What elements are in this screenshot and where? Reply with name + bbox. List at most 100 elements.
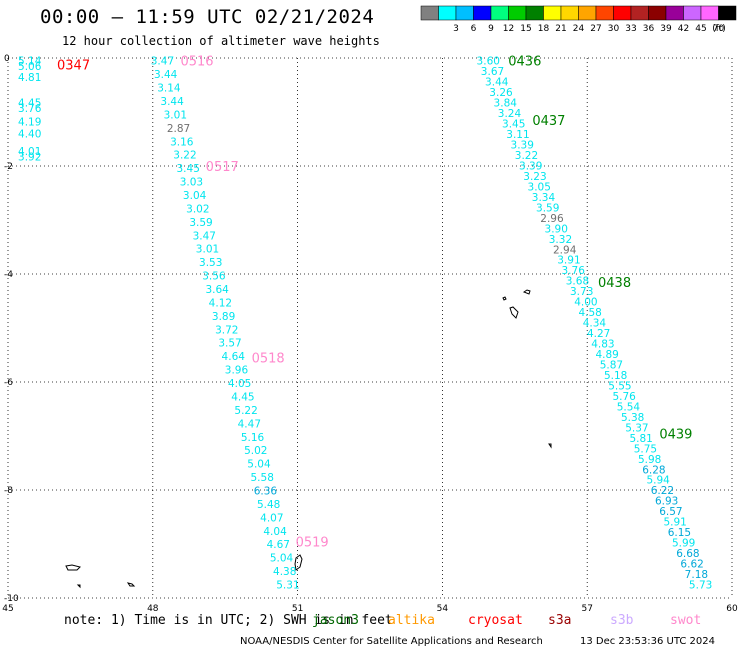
wave-height-value: 4.64 bbox=[222, 351, 246, 363]
wave-height-value: 4.58 bbox=[578, 307, 601, 319]
legend-swatch bbox=[508, 5, 527, 21]
track-c: 3.603.673.443.263.843.243.453.113.393.22… bbox=[477, 55, 713, 592]
wave-height-value: 3.23 bbox=[523, 171, 546, 183]
page-subtitle: 12 hour collection of altimeter wave hei… bbox=[62, 34, 380, 48]
wave-height-value: 3.45 bbox=[502, 119, 525, 131]
wave-height-value: 3.73 bbox=[570, 286, 593, 298]
legend-tick-label: 12 bbox=[503, 24, 514, 34]
legend-tick-label: 15 bbox=[520, 24, 531, 34]
wave-height-value: 5.06 bbox=[18, 61, 42, 73]
wave-height-value: 2.96 bbox=[540, 213, 564, 225]
wave-height-value: 4.01 bbox=[18, 146, 41, 158]
wave-height-value: 5.02 bbox=[244, 445, 267, 457]
wave-height-value: 2.87 bbox=[167, 123, 190, 135]
island-outline bbox=[522, 289, 531, 295]
wave-height-value: 3.44 bbox=[154, 69, 178, 81]
wave-height-value: 3.16 bbox=[170, 136, 194, 148]
satellite-label-s3a: s3a bbox=[548, 613, 572, 628]
legend-tick-label: 18 bbox=[538, 24, 550, 34]
wave-height-value: 3.44 bbox=[485, 77, 509, 89]
wave-height-value: 3.53 bbox=[199, 257, 222, 269]
wave-height-value: 3.47 bbox=[151, 56, 174, 68]
island-outline bbox=[76, 584, 81, 589]
wave-height-value: 5.31 bbox=[276, 580, 299, 592]
legend-swatch bbox=[455, 5, 474, 21]
legend-swatch bbox=[683, 5, 702, 21]
wave-height-value: 5.54 bbox=[617, 401, 641, 413]
island-outline bbox=[126, 582, 136, 587]
wave-height-value: 5.98 bbox=[638, 454, 661, 466]
wave-height-value: 5.14 bbox=[18, 56, 42, 68]
map-grid bbox=[7, 57, 733, 599]
pass-time-label: 0517 bbox=[206, 160, 239, 175]
wave-height-value: 2.94 bbox=[553, 244, 577, 256]
legend-swatch bbox=[595, 5, 614, 21]
legend-swatch bbox=[578, 5, 597, 21]
wave-height-value: 5.37 bbox=[625, 422, 648, 434]
agency-credit: NOAA/NESDIS Center for Satellite Applica… bbox=[240, 636, 543, 647]
wave-height-value: 3.76 bbox=[18, 103, 42, 115]
track-a: 5.145.064.81 4.453.76 4.194.40 4.013.92 0347 bbox=[18, 56, 90, 164]
wave-height-value: 3.24 bbox=[498, 108, 522, 120]
island-outline bbox=[502, 296, 507, 301]
wave-height-value: 4.19 bbox=[18, 117, 41, 129]
island-outline bbox=[65, 564, 81, 571]
satellite-label-swot: swot bbox=[670, 613, 702, 628]
wave-height-value: 4.27 bbox=[587, 328, 610, 340]
wave-height-value: 5.04 bbox=[270, 553, 294, 565]
pass-time-label: 0518 bbox=[252, 352, 285, 367]
island-outline bbox=[548, 443, 552, 449]
wave-height-value: 3.22 bbox=[515, 150, 538, 162]
longitude-tick-label: 48 bbox=[147, 604, 159, 614]
pass-time-label: 0347 bbox=[57, 59, 90, 74]
wave-height-value: 5.99 bbox=[672, 538, 695, 550]
wave-height-value: 3.84 bbox=[494, 98, 518, 110]
track-b: 3.473.443.143.443.012.873.163.223.453.03… bbox=[151, 55, 329, 592]
satellite-label-s3b: s3b bbox=[610, 613, 634, 628]
wave-height-value: 3.96 bbox=[225, 365, 249, 377]
wave-height-value: 4.81 bbox=[18, 72, 41, 84]
legend-tick-label: 21 bbox=[555, 24, 566, 34]
satellite-label-cryosat: cryosat bbox=[468, 613, 523, 628]
color-scale-legend: 3 6 9 12 15 18 21 24 27 30 33 36 39 42 45 70(ft) bbox=[420, 5, 737, 34]
wave-height-value: 4.45 bbox=[18, 97, 41, 109]
wave-height-value: 6.28 bbox=[642, 464, 665, 476]
wave-height-value: 3.76 bbox=[562, 265, 586, 277]
wave-height-value: 3.22 bbox=[173, 150, 196, 162]
legend-swatch bbox=[560, 5, 579, 21]
wave-height-value: 5.73 bbox=[689, 580, 712, 592]
wave-height-value: 3.01 bbox=[164, 109, 187, 121]
wave-height-value: 3.64 bbox=[205, 284, 229, 296]
wave-height-value: 4.38 bbox=[273, 566, 296, 578]
legend-swatch bbox=[420, 5, 439, 21]
wave-height-value: 4.83 bbox=[591, 339, 614, 351]
satellite-label-altika: altika bbox=[388, 613, 435, 628]
wave-height-value: 5.76 bbox=[612, 391, 636, 403]
wave-height-value: 3.90 bbox=[545, 223, 568, 235]
wave-height-value: 5.58 bbox=[251, 472, 274, 484]
wave-height-value: 6.36 bbox=[254, 485, 278, 497]
latitude-tick-label: -6 bbox=[4, 378, 13, 388]
wave-height-value: 3.57 bbox=[218, 338, 241, 350]
pass-time-label: 0436 bbox=[508, 55, 541, 70]
legend-swatch bbox=[525, 5, 544, 21]
legend-swatch bbox=[473, 5, 492, 21]
legend-swatch bbox=[648, 5, 667, 21]
wave-height-value: 4.12 bbox=[209, 297, 232, 309]
wave-height-value: 3.04 bbox=[183, 190, 207, 202]
wave-height-value: 5.81 bbox=[629, 433, 652, 445]
wave-height-value: 4.05 bbox=[228, 378, 251, 390]
wave-height-value: 5.22 bbox=[234, 405, 257, 417]
legend-tick-label: 3 bbox=[453, 24, 459, 34]
wave-height-value: 3.68 bbox=[566, 276, 589, 288]
land-outlines bbox=[65, 289, 552, 589]
wave-height-value: 3.14 bbox=[157, 83, 181, 95]
legend-tick-label: 45 bbox=[695, 24, 706, 34]
longitude-tick-label: 54 bbox=[437, 604, 449, 614]
wave-height-value: 4.00 bbox=[574, 297, 597, 309]
wave-height-value: 6.62 bbox=[680, 559, 703, 571]
island-outline bbox=[294, 554, 303, 571]
wave-height-value: 6.22 bbox=[651, 485, 674, 497]
latitude-tick-label: 0 bbox=[4, 54, 10, 64]
